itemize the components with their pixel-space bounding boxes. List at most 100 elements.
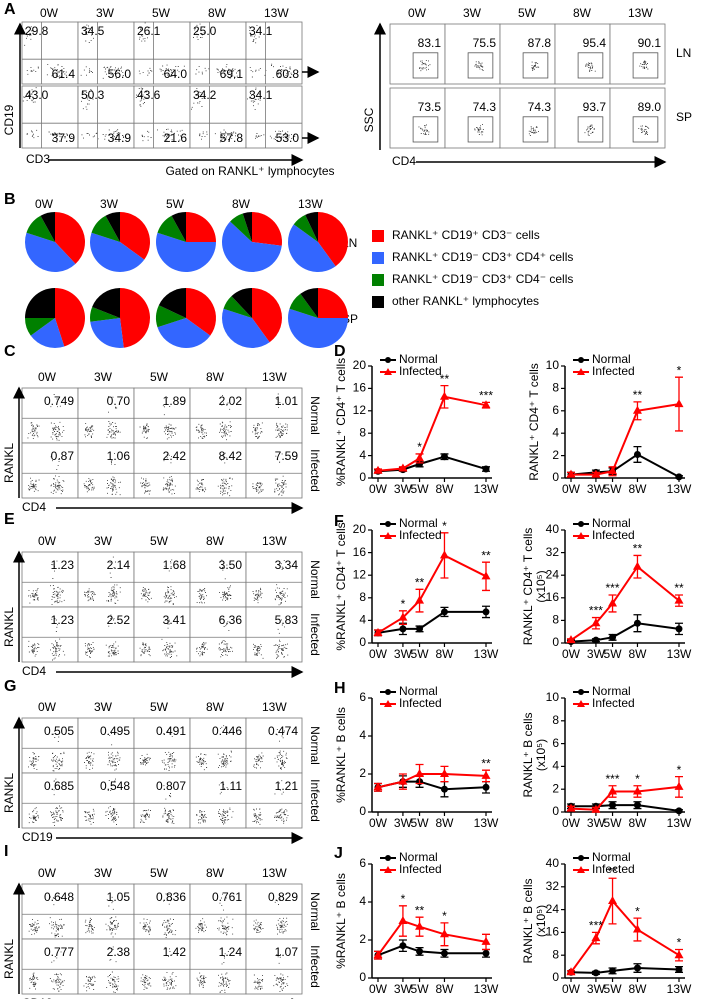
legend-label: Normal [592, 850, 631, 864]
data-point [675, 807, 683, 815]
gate-value: 0.474 [268, 724, 298, 738]
data-point [633, 619, 641, 627]
timepoint-label: 5W [150, 866, 169, 880]
data-point [398, 463, 408, 472]
event-dots [247, 87, 296, 142]
tissue-label: SP [676, 110, 692, 124]
gate-value: 0.777 [44, 945, 74, 959]
event-dots [584, 124, 595, 137]
y-tick-label: 6 [552, 736, 559, 750]
y-tick-label: 32 [546, 545, 560, 559]
event-dots [140, 454, 176, 495]
y-tick-label: 40 [546, 856, 560, 870]
condition-label: Infected [308, 779, 322, 822]
gate-value: 6.36 [219, 613, 243, 627]
data-point [482, 465, 490, 473]
timepoint-label: 8W [206, 534, 225, 548]
event-dots [83, 946, 120, 993]
legend-swatch [372, 252, 384, 264]
legend-marker [577, 866, 585, 873]
axis-label: CD4 [22, 500, 46, 514]
gate-value: 90.1 [638, 36, 662, 50]
quadrant-value: 34.1 [249, 88, 273, 102]
timepoint-label: 13W [262, 700, 287, 714]
event-dots [24, 26, 71, 79]
x-tick-label: 8W [435, 482, 454, 496]
data-point [675, 473, 683, 481]
timepoint-label: 0W [38, 866, 57, 880]
timepoint-label: 13W [262, 866, 287, 880]
pie-slice [222, 221, 282, 273]
flow-plot [133, 883, 191, 940]
y-tick-label: 40 [546, 522, 560, 536]
significance: * [677, 363, 682, 377]
quadrant-value: 57.8 [220, 131, 244, 145]
event-dots [252, 560, 288, 606]
flow-plot [77, 551, 135, 608]
legend-marker [384, 532, 392, 539]
y-tick-label: 24 [546, 567, 560, 581]
gate [467, 116, 494, 143]
x-tick-label: 0W [562, 482, 581, 496]
event-dots [80, 24, 126, 79]
data-point [566, 469, 576, 478]
pie-slice [90, 306, 120, 322]
y-tick-label: 12 [353, 403, 367, 417]
gate-value: 1.68 [163, 558, 187, 572]
pie-slice [158, 288, 186, 318]
data-point [373, 465, 383, 474]
legend-marker [578, 689, 584, 695]
panel-label: D [334, 343, 346, 360]
pie-slice [186, 288, 217, 336]
data-point [674, 781, 684, 790]
gate-value: 74.3 [528, 100, 552, 114]
event-dots [29, 951, 65, 992]
gate-value: 74.3 [473, 100, 497, 114]
data-point [398, 612, 408, 621]
event-dots [252, 393, 288, 439]
gate-value: 1.07 [275, 945, 299, 959]
gate-value: 0.807 [156, 779, 186, 793]
pie-slice [157, 318, 211, 348]
gate-value: 2.42 [163, 449, 187, 463]
event-dots [196, 559, 232, 604]
significance: ** [633, 388, 643, 402]
significance: ** [481, 548, 491, 562]
y-tick-label: 8 [552, 947, 559, 961]
gate [467, 52, 494, 79]
y-tick-label: 4 [552, 425, 559, 439]
legend-swatch [372, 274, 384, 286]
quadrant-value: 34.1 [249, 24, 273, 38]
quadrant-value: 53.0 [276, 131, 300, 145]
timepoint-label: 0W [40, 6, 59, 20]
y-tick-label: 16 [546, 925, 560, 939]
event-dots [140, 785, 175, 824]
x-tick-label: 5W [411, 816, 430, 830]
axis-label: RANKL [2, 939, 16, 979]
legend-marker [578, 357, 584, 363]
legend-marker [578, 855, 584, 861]
pie-slice [186, 212, 216, 242]
event-dots [28, 560, 65, 605]
quadrant-value: 60.8 [276, 67, 300, 81]
gate-value: 1.01 [275, 394, 299, 408]
event-dots [252, 453, 287, 496]
data-point [591, 804, 601, 813]
significance: ** [415, 575, 425, 589]
data-point [674, 399, 684, 408]
y-tick-label: 16 [353, 545, 367, 559]
data-point [399, 942, 407, 950]
gate-value: 1.11 [220, 779, 243, 793]
legend-label: Normal [592, 516, 631, 530]
data-point [632, 786, 642, 795]
axis-label: RANKL [2, 607, 16, 647]
gate-value: 0.491 [156, 724, 186, 738]
x-tick-label: 8W [435, 647, 454, 661]
y-tick-label: 16 [546, 590, 560, 604]
series-line [570, 453, 680, 478]
gate-value: 3.34 [275, 558, 299, 572]
gate-value: 83.1 [418, 36, 442, 50]
timepoint-label: 13W [298, 197, 323, 211]
data-point [608, 598, 618, 607]
